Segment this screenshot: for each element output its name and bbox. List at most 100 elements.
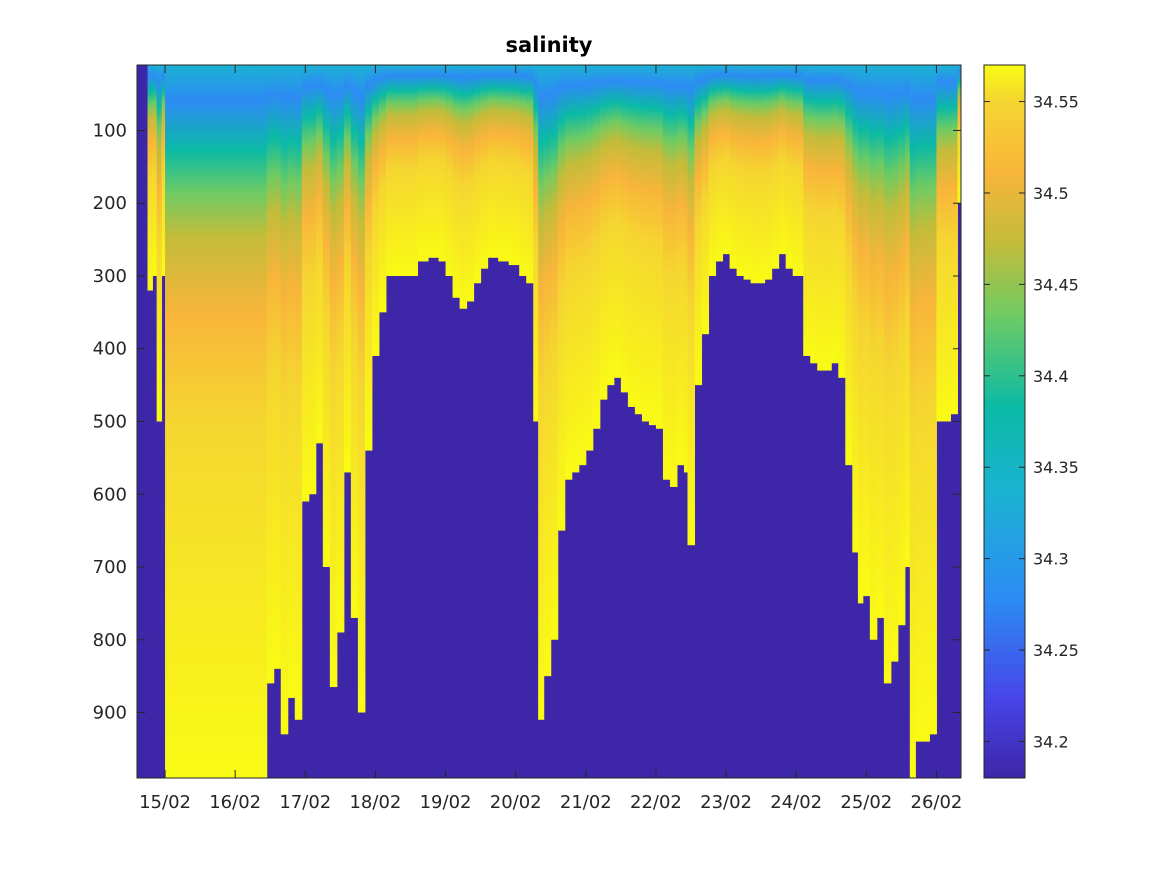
heatmap-column xyxy=(519,65,527,276)
heatmap-column xyxy=(273,65,282,669)
heatmap-column xyxy=(736,65,745,276)
heatmap-columns xyxy=(147,65,961,778)
heatmap-column xyxy=(694,65,703,386)
heatmap-column xyxy=(862,65,871,597)
heatmap-column xyxy=(308,65,317,495)
heatmap-column xyxy=(641,65,650,422)
heatmap-column xyxy=(585,65,594,451)
colorbar: 34.2 34.25 34.3 34.35 34.4 34.45 34.5 34.55 xyxy=(983,64,1079,779)
y-tick-label: 900 xyxy=(93,703,127,724)
heatmap-column xyxy=(683,65,689,473)
heatmap-column xyxy=(557,65,566,531)
heatmap-column xyxy=(792,65,804,276)
heatmap-column xyxy=(838,65,846,378)
colorbar-tick-label: 34.55 xyxy=(1033,93,1079,112)
y-tick-label: 400 xyxy=(93,339,127,360)
heatmap-column xyxy=(301,65,310,502)
heatmap-column xyxy=(526,65,534,284)
y-tick-label: 100 xyxy=(93,120,127,141)
colorbar-tick-label: 34.2 xyxy=(1033,732,1069,751)
x-tick-label: 22/02 xyxy=(630,792,682,813)
x-tick-label: 23/02 xyxy=(700,792,752,813)
heatmap-column xyxy=(655,65,664,429)
y-tick-label: 300 xyxy=(93,266,127,287)
x-tick-label: 18/02 xyxy=(349,792,401,813)
heatmap-column xyxy=(445,65,454,276)
colorbar-gradient xyxy=(983,64,1026,779)
heatmap-column xyxy=(357,65,366,713)
x-tick-label: 20/02 xyxy=(490,792,542,813)
heatmap-column xyxy=(193,65,208,778)
colorbar-tick-label: 34.25 xyxy=(1033,641,1079,660)
heatmap-column xyxy=(543,65,552,677)
heatmap-column xyxy=(498,65,510,262)
heatmap-column xyxy=(729,65,738,269)
x-tick-label: 15/02 xyxy=(139,792,191,813)
x-tick-label: 24/02 xyxy=(770,792,822,813)
heatmap-column xyxy=(669,65,678,487)
x-tick-label: 21/02 xyxy=(560,792,612,813)
heatmap-column xyxy=(857,65,864,604)
heatmap-column xyxy=(452,65,461,298)
x-tick-label: 25/02 xyxy=(840,792,892,813)
heatmap-column xyxy=(929,65,937,735)
y-tick-label: 600 xyxy=(93,484,127,505)
heatmap-column xyxy=(883,65,892,684)
heatmap-column xyxy=(950,65,958,415)
heatmap-column xyxy=(266,65,275,684)
heatmap-column xyxy=(538,65,545,720)
heatmap-column xyxy=(508,65,520,266)
colorbar-tick-label: 34.35 xyxy=(1033,458,1079,477)
colorbar-ticks: 34.2 34.25 34.3 34.35 34.4 34.45 34.5 34.55 xyxy=(984,93,1079,751)
heatmap-column xyxy=(743,65,752,280)
heatmap-column xyxy=(459,65,468,309)
heatmap-column xyxy=(578,65,587,466)
heatmap-column xyxy=(550,65,559,640)
heatmap-column xyxy=(764,65,773,280)
chart-title: salinity xyxy=(506,33,593,57)
heatmap-column xyxy=(750,65,759,284)
heatmap-column xyxy=(599,65,608,400)
heatmap-column xyxy=(385,65,397,276)
heatmap-column xyxy=(701,65,710,335)
heatmap-column xyxy=(943,65,951,422)
heatmap-column xyxy=(810,65,818,364)
heatmap-column xyxy=(687,65,696,546)
heatmap-column xyxy=(473,65,482,284)
heatmap-column xyxy=(627,65,636,407)
heatmap-column xyxy=(648,65,657,426)
heatmap-column xyxy=(757,65,766,284)
colorbar-tick-label: 34.5 xyxy=(1033,184,1069,203)
heatmap-column xyxy=(480,65,489,269)
heatmap-column xyxy=(676,65,685,466)
heatmap-column xyxy=(897,65,906,626)
heatmap-column xyxy=(396,65,408,276)
heatmap-column xyxy=(294,65,303,720)
heatmap-column xyxy=(466,65,475,302)
heatmap-column xyxy=(852,65,859,553)
heatmap-column xyxy=(831,65,839,364)
heatmap-column xyxy=(909,65,916,778)
heatmap-column xyxy=(904,65,911,568)
heatmap-column xyxy=(336,65,345,633)
heatmap-column xyxy=(785,65,794,269)
heatmap-column xyxy=(715,65,724,262)
heatmap-column xyxy=(249,65,261,778)
heatmap-column xyxy=(708,65,717,276)
heatmap-column xyxy=(803,65,811,357)
heatmap-column xyxy=(152,65,158,276)
y-axis: 100 200 300 400 500 600 700 800 900 xyxy=(93,120,961,724)
heatmap-column xyxy=(364,65,373,451)
heatmap-column xyxy=(343,65,352,473)
colorbar-tick-label: 34.45 xyxy=(1033,275,1079,294)
heatmap-column xyxy=(571,65,580,473)
y-tick-label: 500 xyxy=(93,412,127,433)
heatmap-column xyxy=(322,65,331,568)
heatmap-column xyxy=(613,65,622,378)
y-tick-label: 200 xyxy=(93,193,127,214)
heatmap-column xyxy=(371,65,380,357)
heatmap-column xyxy=(936,65,944,422)
x-tick-label: 16/02 xyxy=(209,792,261,813)
heatmap-column xyxy=(869,65,878,640)
